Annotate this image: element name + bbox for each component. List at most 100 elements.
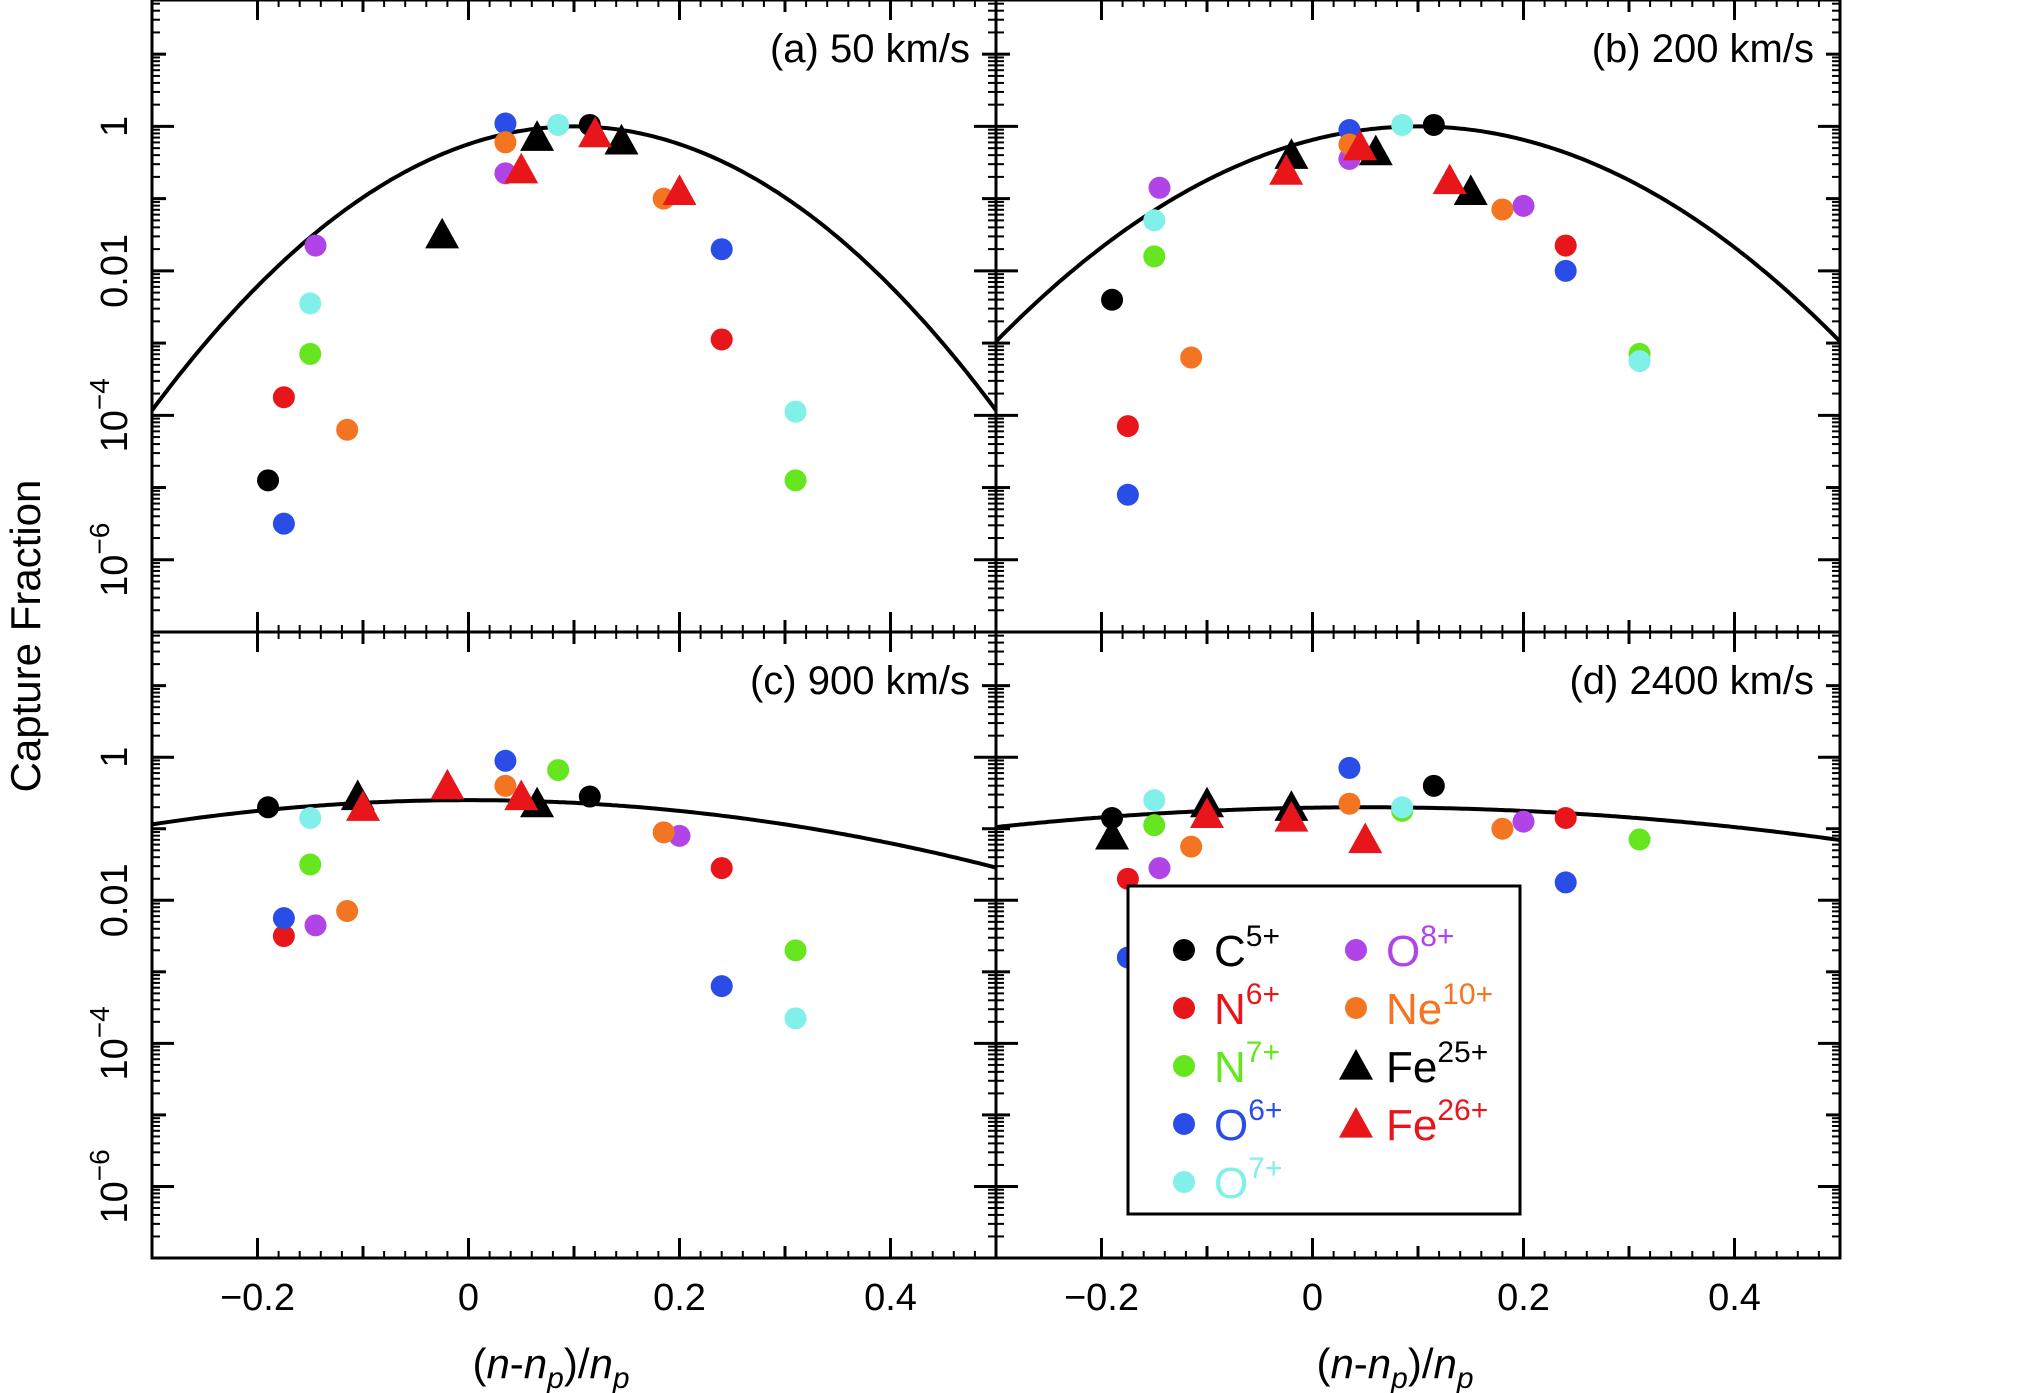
point-c5plus — [257, 796, 280, 819]
point-n7plus — [784, 469, 807, 492]
point-ne10plus — [336, 418, 359, 441]
point-o7plus — [547, 113, 570, 136]
x-tick-label: −0.2 — [220, 1277, 295, 1319]
panel-label: (c) 900 km/s — [750, 659, 970, 703]
panel-d: −0.2 0 0.2 0.4 (d) 2400 km/s — [994, 630, 1842, 1319]
point-o7plus — [1143, 789, 1166, 812]
point-fe26plus — [1274, 801, 1309, 832]
point-ne10plus — [1338, 792, 1361, 815]
point-n7plus — [1628, 828, 1651, 851]
point-ne10plus — [1180, 346, 1203, 369]
y-tick-label: 10−4 — [84, 1006, 136, 1080]
point-fe25plus — [520, 120, 555, 151]
point-o7plus — [784, 1007, 807, 1030]
legend-item-n7plus-marker — [1173, 1055, 1195, 1077]
point-fe26plus — [1190, 797, 1224, 829]
point-n7plus — [547, 759, 570, 782]
point-fe26plus — [504, 152, 539, 184]
legend-item-o6plus-marker — [1173, 1113, 1195, 1135]
point-ne10plus — [1491, 198, 1514, 221]
point-fe26plus — [578, 116, 613, 148]
panel-label: (b) 200 km/s — [1592, 27, 1814, 71]
point-n7plus — [299, 342, 322, 365]
point-o8plus — [1512, 194, 1535, 217]
legend-item-o7plus-label: O7+ — [1214, 1152, 1282, 1208]
point-fe25plus — [1095, 818, 1130, 850]
point-n6plus — [1554, 234, 1577, 257]
legend-item-c5plus-marker — [1173, 939, 1195, 961]
x-tick-label: −0.2 — [1064, 1277, 1139, 1319]
point-ne10plus — [1491, 817, 1514, 840]
point-fe26plus — [662, 174, 697, 206]
legend-item-n6plus-marker — [1173, 997, 1195, 1019]
point-o6plus — [710, 238, 733, 261]
x-tick-label: 0 — [458, 1277, 479, 1319]
legend-item-o8plus-label: O8+ — [1386, 920, 1454, 976]
model-curve — [996, 805, 1840, 842]
point-o6plus — [272, 907, 295, 930]
point-o8plus — [1512, 810, 1535, 833]
point-ne10plus — [336, 900, 359, 923]
point-o8plus — [304, 914, 327, 937]
y-tick-label: 1 — [94, 116, 136, 137]
point-o7plus — [784, 400, 807, 423]
point-o6plus — [1554, 871, 1577, 894]
x-axis-title-left: (n-np)/np — [472, 1340, 629, 1393]
point-c5plus — [257, 469, 280, 492]
y-tick-label: 0.01 — [94, 863, 136, 937]
legend-item-c5plus-label: C5+ — [1214, 920, 1280, 976]
y-tick-label: 10−4 — [84, 378, 136, 452]
point-n6plus — [710, 328, 733, 351]
point-o8plus — [304, 234, 327, 257]
point-ne10plus — [494, 131, 517, 154]
legend-item-fe25plus-label: Fe25+ — [1386, 1036, 1488, 1092]
point-o7plus — [1628, 350, 1651, 373]
model-curve — [152, 798, 996, 870]
legend: C5+N6+N7+O6+O7+ O8+Ne10+Fe25+Fe26+ — [1126, 884, 1522, 1216]
x-tick-label: 0.4 — [1708, 1277, 1761, 1319]
point-o7plus — [1391, 796, 1414, 819]
x-tick-label: 0.4 — [864, 1277, 917, 1319]
y-tick-label: 10−6 — [84, 1149, 136, 1223]
point-fe25plus — [604, 123, 639, 155]
legend-item-o6plus-label: O6+ — [1214, 1094, 1282, 1150]
point-o6plus — [1116, 483, 1139, 506]
point-n7plus — [1143, 814, 1166, 837]
panel-c: 1 0.01 10−4 10−6 −0.2 0 0.2 0.4 (c) 900 km/s — [84, 630, 998, 1319]
point-o6plus — [272, 512, 295, 535]
point-fe26plus — [1342, 129, 1377, 161]
y-tick-label: 10−6 — [84, 523, 136, 597]
legend-item-fe26plus-label: Fe26+ — [1386, 1094, 1488, 1150]
point-o8plus — [1148, 857, 1171, 880]
point-o6plus — [494, 749, 517, 772]
y-tick-label: 1 — [94, 747, 136, 768]
model-curve — [152, 124, 996, 412]
x-tick-label: 0 — [1302, 1277, 1323, 1319]
legend-box — [1126, 884, 1522, 1216]
legend-item-fe26plus-marker — [1339, 1107, 1373, 1138]
panel-label: (a) 50 km/s — [770, 27, 970, 71]
panel-label: (d) 2400 km/s — [1569, 659, 1814, 703]
legend-item-fe25plus-marker — [1339, 1049, 1373, 1080]
point-fe26plus — [1432, 163, 1467, 195]
point-o7plus — [1143, 209, 1166, 232]
point-o6plus — [1554, 259, 1577, 282]
point-o6plus — [710, 975, 733, 998]
legend-item-n6plus-label: N6+ — [1214, 978, 1280, 1034]
legend-item-ne10plus-label: Ne10+ — [1386, 978, 1493, 1034]
point-o7plus — [1391, 113, 1414, 136]
legend-item-o7plus-marker — [1173, 1171, 1195, 1193]
panel-a: 1 0.01 10−4 10−6 (a) 50 km/s — [84, 0, 998, 634]
point-n6plus — [710, 857, 733, 880]
y-axis-title: Capture Fraction — [2, 480, 49, 793]
point-ne10plus — [1180, 835, 1203, 858]
x-tick-label: 0.2 — [1497, 1277, 1550, 1319]
point-c5plus — [1422, 774, 1445, 797]
x-axis-title-right: (n-np)/np — [1316, 1340, 1473, 1393]
point-n6plus — [1554, 807, 1577, 830]
legend-item-o8plus-marker — [1345, 939, 1367, 961]
model-curve — [996, 124, 1840, 343]
point-fe26plus — [346, 790, 380, 821]
